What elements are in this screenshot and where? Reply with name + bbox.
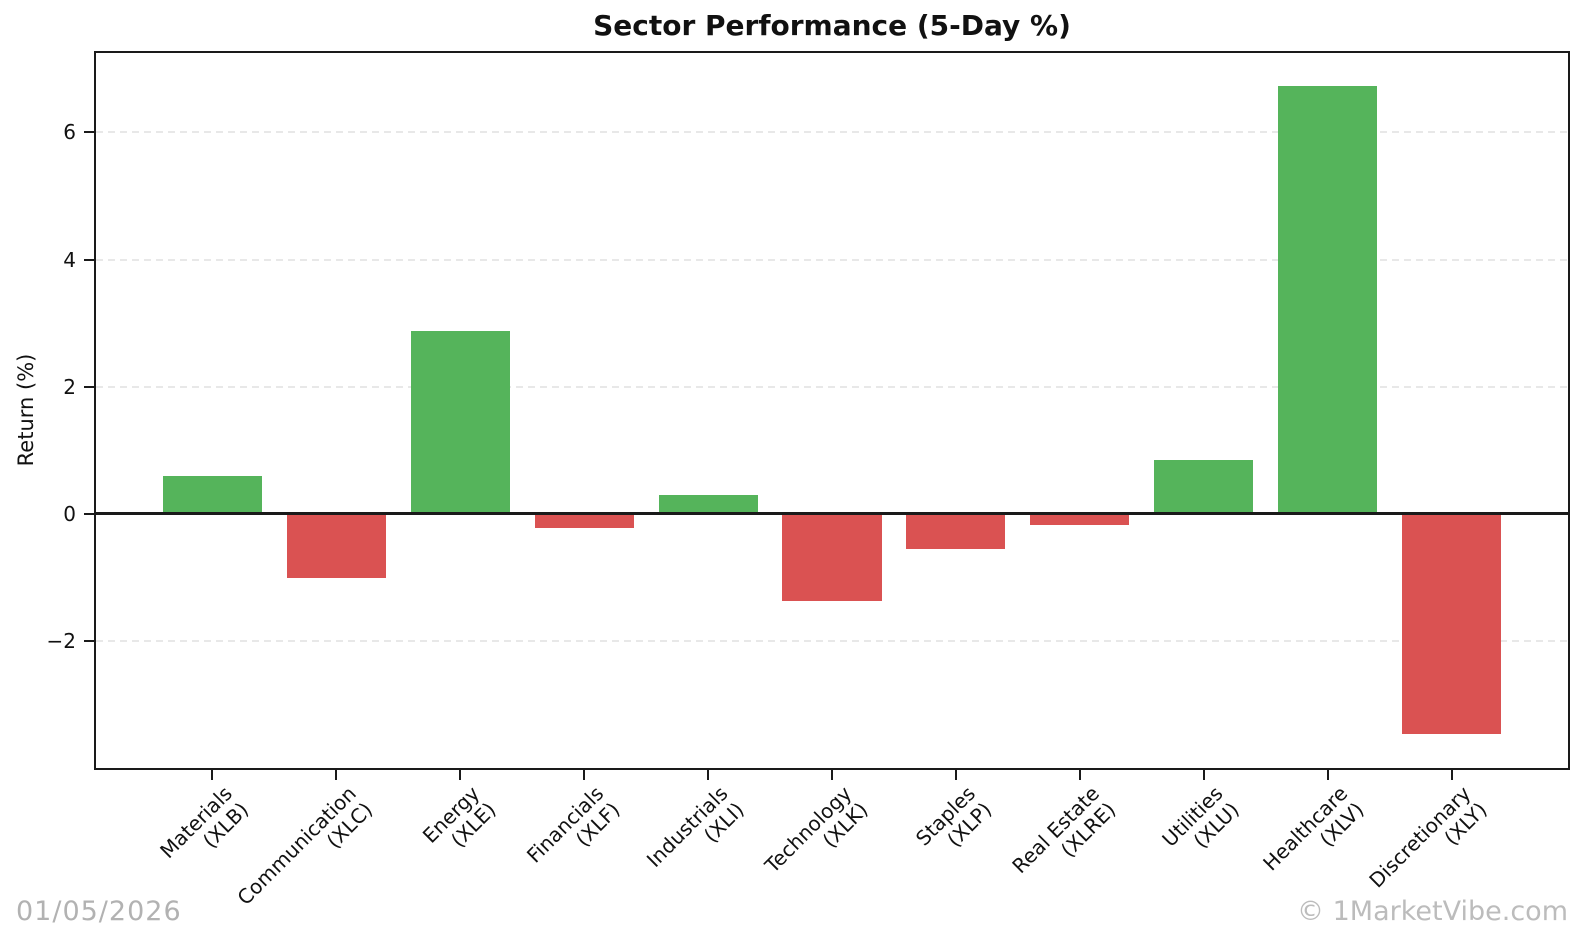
bar-xlf <box>534 513 634 528</box>
x-tick-label-xlp: Staples (XLP) <box>911 781 997 852</box>
bar-xlc <box>286 513 386 578</box>
watermark-date: 01/05/2026 <box>16 896 182 927</box>
x-tick-mark <box>583 770 586 780</box>
x-tick-label-xli: Industrials (XLI) <box>641 781 749 872</box>
bar-xlu <box>1154 459 1254 514</box>
x-tick-mark <box>1202 770 1205 780</box>
zero-axis-line <box>96 512 1568 516</box>
y-tick-label: −2 <box>46 628 76 653</box>
x-tick-mark <box>335 770 338 780</box>
y-tick-label: 6 <box>63 120 76 145</box>
bar-xlre <box>1030 513 1130 525</box>
x-tick-label-xlc: Communication (XLC) <box>232 781 377 910</box>
x-tick-label-xly: Discretionary (XLY) <box>1364 781 1493 893</box>
x-tick-mark <box>1078 770 1081 780</box>
bar-xle <box>410 331 510 514</box>
bar-xly <box>1401 513 1502 735</box>
bar-xlb <box>162 475 263 514</box>
y-tick-mark <box>84 385 94 388</box>
plot-area: 6 4 2 0 −2 Materials (XLB) Communication (XLC) En… <box>47 51 1570 910</box>
x-tick-mark <box>1450 770 1453 780</box>
y-tick-label: 4 <box>63 247 76 272</box>
x-tick-mark <box>211 770 214 780</box>
y-tick-label: 0 <box>63 501 76 526</box>
x-tick-mark <box>707 770 710 780</box>
y-tick-mark <box>84 512 94 515</box>
y-tick-label: 2 <box>63 374 76 399</box>
bar-xlv <box>1278 86 1378 514</box>
x-tick-label-xlv: Healthcare (XLV) <box>1257 781 1369 876</box>
watermark-brand: © 1MarketVibe.com <box>1297 896 1568 927</box>
gridline-y4 <box>96 258 1568 261</box>
bar-xli <box>658 495 758 514</box>
x-tick-label-xlf: Financials (XLF) <box>522 781 625 868</box>
y-axis-label: Return (%) <box>14 353 38 467</box>
y-tick-mark <box>84 639 94 642</box>
x-tick-mark <box>1326 770 1329 780</box>
x-tick-label-xlk: Technology (XLK) <box>760 781 873 878</box>
x-tick-label-xlb: Materials (XLB) <box>154 781 254 864</box>
bar-xlp <box>906 513 1006 549</box>
x-tick-label-xle: Energy (XLE) <box>418 781 501 853</box>
chart-title: Sector Performance (5-Day %) <box>593 9 1071 42</box>
x-tick-label-xlu: Utilities (XLU) <box>1157 781 1245 853</box>
x-tick-mark <box>831 770 833 780</box>
bar-xlk <box>782 513 882 602</box>
gridline-y-2 <box>96 639 1568 642</box>
x-tick-mark <box>459 770 462 780</box>
x-tick-mark <box>954 770 957 780</box>
y-tick-mark <box>84 258 94 261</box>
x-tick-label-xlre: Real Estate (XLRE) <box>1007 781 1121 879</box>
gridline-y2 <box>96 385 1568 388</box>
y-tick-mark <box>84 131 94 134</box>
gridline-y6 <box>96 131 1568 134</box>
